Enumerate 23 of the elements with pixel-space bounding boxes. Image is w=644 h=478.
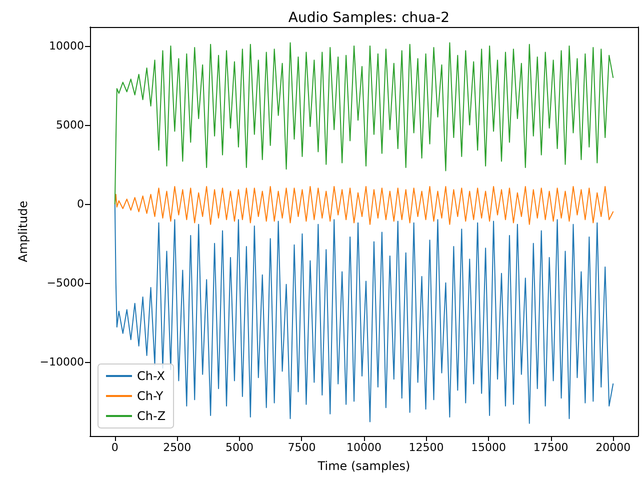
chart-title: Audio Samples: chua-2 xyxy=(288,10,450,26)
y-tick-label: −5000 xyxy=(46,276,84,290)
y-tick-label: 5000 xyxy=(56,118,84,132)
x-tick-label: 12500 xyxy=(408,441,444,454)
legend-label: Ch-X xyxy=(137,369,165,383)
line-series xyxy=(114,42,614,204)
legend-label: Ch-Z xyxy=(137,409,166,423)
x-tick-label: 2500 xyxy=(163,441,192,454)
line-series xyxy=(114,203,614,424)
x-axis-title: Time (samples) xyxy=(316,459,410,473)
x-tick-label: 10000 xyxy=(346,441,382,454)
x-tick-label: 0 xyxy=(111,441,118,454)
y-tick-label: 0 xyxy=(77,197,84,210)
y-axis-title: Amplitude xyxy=(16,200,30,262)
x-tick-label: 7500 xyxy=(288,441,316,454)
line-series xyxy=(114,186,614,225)
x-tick-label: 17500 xyxy=(533,441,568,454)
y-tick-label: −10000 xyxy=(40,355,84,368)
legend-label: Ch-Y xyxy=(137,389,164,403)
y-tick-label: 10000 xyxy=(49,39,84,52)
x-tick-label: 5000 xyxy=(225,441,254,454)
x-tick-label: 15000 xyxy=(471,441,506,454)
x-tick-label: 20000 xyxy=(596,441,631,454)
